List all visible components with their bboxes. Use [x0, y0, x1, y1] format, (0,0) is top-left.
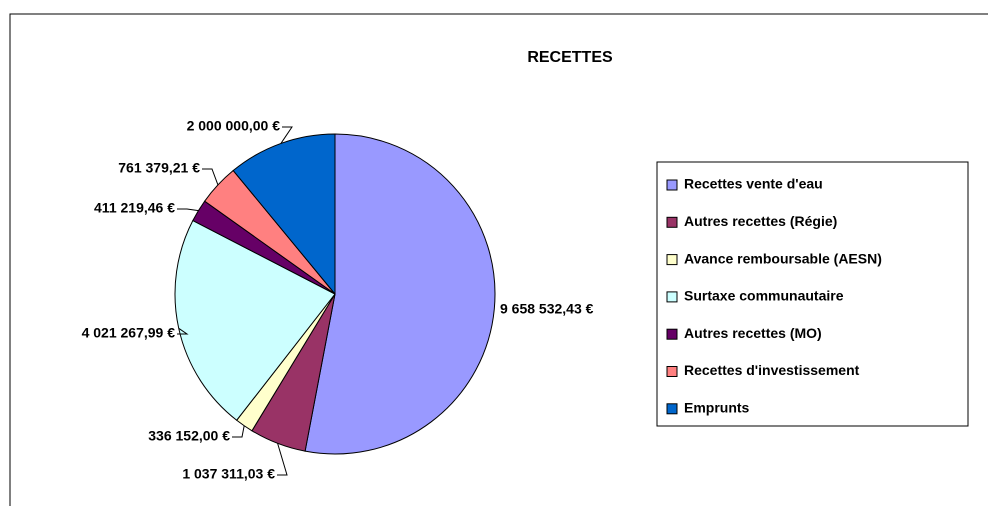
data-label: 761 379,21 € [118, 160, 200, 176]
legend-box [656, 161, 969, 427]
legend-swatch [666, 403, 678, 415]
legend-swatch [666, 216, 678, 228]
legend-label: Emprunts [684, 400, 750, 416]
leader-line [177, 208, 199, 212]
data-label: 411 219,46 € [94, 200, 175, 216]
legend-swatch [666, 328, 678, 340]
legend-swatch [666, 254, 678, 266]
leader-line [202, 168, 219, 186]
legend-swatch [666, 179, 678, 191]
leader-line [177, 327, 189, 335]
chart-frame [9, 13, 988, 506]
data-label: 1 037 311,03 € [182, 466, 275, 482]
legend-swatch [666, 366, 678, 377]
legend-label: Autres recettes (Régie) [684, 213, 837, 229]
leader-line [280, 126, 293, 144]
data-label: 4 021 267,99 € [82, 325, 176, 341]
data-label: 2 000 000,00 € [187, 118, 281, 134]
data-label: 9 658 532,43 € [500, 301, 594, 317]
data-label: 336 152,00 € [148, 428, 230, 444]
chart-title: RECETTES [527, 49, 613, 66]
pie-slice [232, 133, 336, 296]
legend-swatch [666, 291, 678, 303]
legend-label: Recettes d'investissement [684, 362, 860, 378]
legend-label: Avance remboursable (AESN) [684, 250, 882, 266]
leader-line [232, 425, 245, 438]
legend-label: Surtaxe communautaire [684, 288, 844, 304]
leader-line [277, 443, 288, 476]
legend-label: Recettes vente d'eau [684, 176, 823, 192]
legend-label: Autres recettes (MO) [684, 325, 822, 341]
pie-slice [304, 133, 496, 455]
